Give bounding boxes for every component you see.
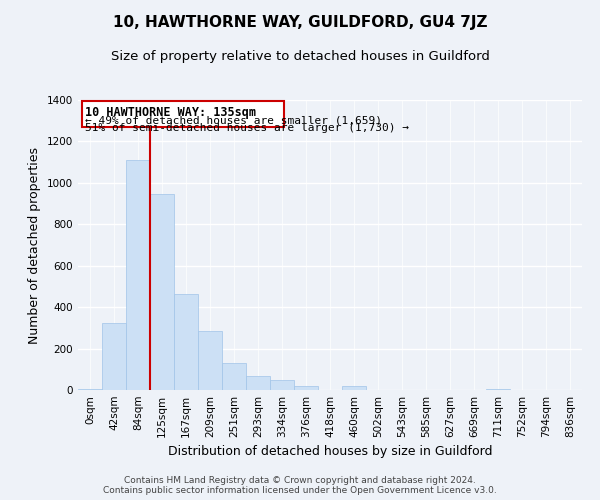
Text: Contains public sector information licensed under the Open Government Licence v3: Contains public sector information licen… (103, 486, 497, 495)
Bar (246, 376, 270, 390)
Bar (270, 380, 294, 390)
Text: Size of property relative to detached houses in Guildford: Size of property relative to detached ho… (110, 50, 490, 63)
Text: ← 49% of detached houses are smaller (1,659): ← 49% of detached houses are smaller (1,… (85, 115, 382, 125)
Text: 10 HAWTHORNE WAY: 135sqm: 10 HAWTHORNE WAY: 135sqm (85, 106, 256, 119)
Bar (222, 363, 246, 390)
X-axis label: Distribution of detached houses by size in Guildford: Distribution of detached houses by size … (168, 446, 492, 458)
Y-axis label: Number of detached properties: Number of detached properties (28, 146, 41, 344)
Bar (342, 386, 366, 390)
Bar (198, 331, 222, 390)
FancyBboxPatch shape (82, 101, 284, 127)
Bar (486, 389, 510, 390)
Text: Contains HM Land Registry data © Crown copyright and database right 2024.: Contains HM Land Registry data © Crown c… (124, 476, 476, 485)
Text: 51% of semi-detached houses are larger (1,730) →: 51% of semi-detached houses are larger (… (85, 124, 409, 134)
Bar (150, 194, 174, 390)
Text: 10, HAWTHORNE WAY, GUILDFORD, GU4 7JZ: 10, HAWTHORNE WAY, GUILDFORD, GU4 7JZ (113, 15, 487, 30)
Bar (174, 294, 198, 390)
Bar (294, 386, 318, 390)
Bar (102, 322, 126, 390)
Bar (78, 389, 102, 390)
Bar (126, 160, 150, 390)
